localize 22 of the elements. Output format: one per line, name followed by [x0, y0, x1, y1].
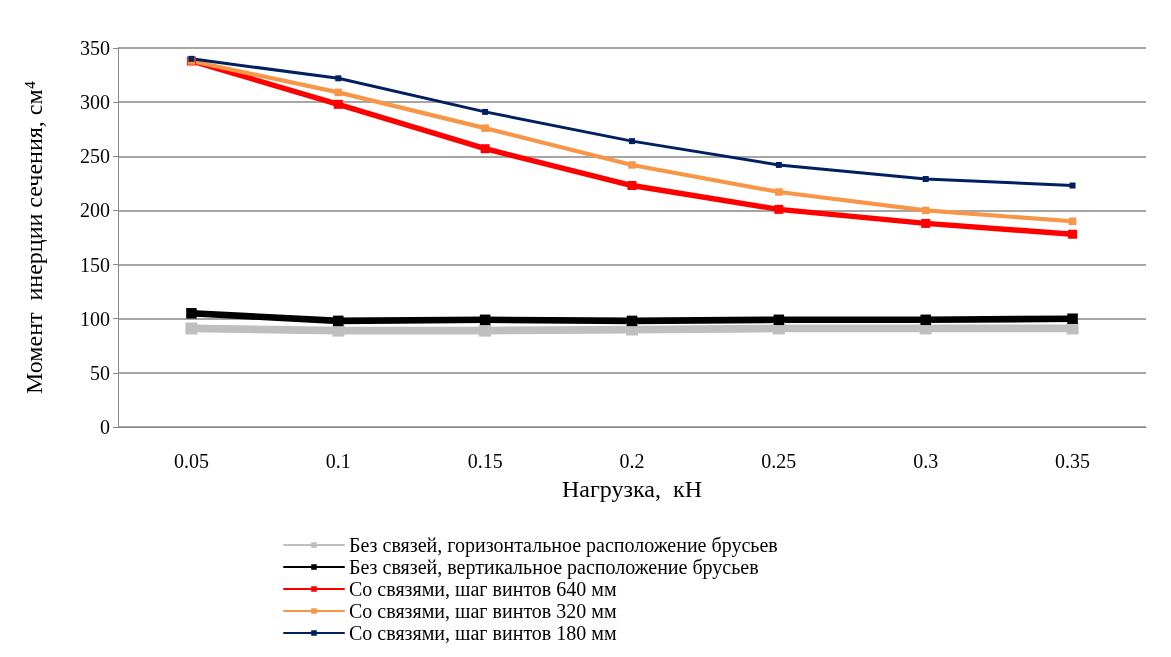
x-tick-label: 0.3 — [913, 450, 939, 472]
y-tick-label: 300 — [80, 91, 110, 114]
legend-label: Со связями, шаг винтов 180 мм — [349, 622, 617, 644]
x-tick-label: 0.2 — [619, 450, 645, 472]
legend-label: Без связей, вертикальное расположение брусьев — [349, 556, 759, 579]
x-tick-label: 0.05 — [173, 450, 209, 472]
y-tick-label: 350 — [80, 37, 110, 59]
x-axis-title: Нагрузка, кН — [562, 476, 702, 502]
y-tick-label: 150 — [80, 253, 110, 276]
x-tick-label: 0.25 — [761, 450, 797, 472]
legend-label: Со связями, шаг винтов 640 мм — [349, 578, 617, 600]
x-tick-label: 0.15 — [467, 450, 503, 472]
legend-label: Без связей, горизонтальное расположение брусьев — [349, 534, 778, 557]
y-axis-title: Момент инерции сечения, см⁴ — [21, 81, 47, 394]
y-tick-label: 250 — [80, 145, 110, 168]
y-tick-label: 50 — [90, 361, 110, 384]
legend-label: Со связями, шаг винтов 320 мм — [349, 600, 617, 622]
x-tick-label: 0.35 — [1055, 450, 1091, 472]
y-tick-label: 200 — [80, 199, 110, 222]
y-tick-label: 0 — [100, 416, 110, 438]
x-tick-label: 0.1 — [325, 450, 351, 472]
y-tick-label: 100 — [80, 307, 110, 330]
